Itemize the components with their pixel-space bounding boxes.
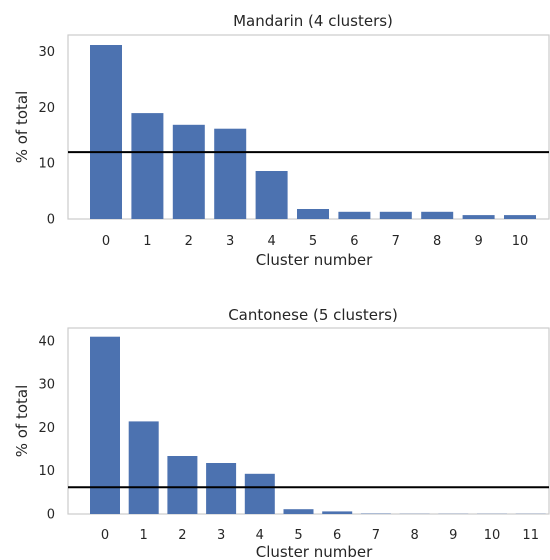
bar-group	[90, 45, 536, 219]
y-tick-label: 10	[38, 464, 55, 479]
bar	[297, 209, 329, 219]
x-tick-label: 10	[512, 234, 529, 249]
x-tick-label: 7	[372, 528, 380, 543]
bar	[421, 211, 454, 219]
x-tick-label: 4	[256, 528, 264, 543]
x-tick-label: 9	[449, 528, 457, 543]
x-tick-label: 1	[143, 234, 151, 249]
y-tick-label: 0	[47, 213, 55, 228]
bar	[462, 215, 495, 219]
x-tick-labels: 0 1 2 3 4 5 6 7 8 9 10	[102, 234, 528, 249]
bar	[214, 128, 247, 219]
x-tick-label: 3	[226, 234, 234, 249]
bar	[379, 211, 412, 219]
bar	[167, 456, 198, 514]
x-tick-label: 11	[522, 528, 539, 543]
bar-group	[90, 336, 546, 514]
bar	[504, 215, 536, 219]
bar	[206, 463, 237, 514]
bar	[172, 124, 205, 219]
y-tick-label: 0	[47, 508, 55, 523]
x-tick-label: 3	[217, 528, 225, 543]
bar	[338, 211, 371, 219]
x-tick-label: 7	[392, 234, 400, 249]
y-tick-label: 40	[38, 335, 55, 350]
y-tick-label: 30	[38, 378, 55, 393]
x-tick-label: 1	[140, 528, 148, 543]
chart-title: Mandarin (4 clusters)	[233, 12, 393, 30]
y-tick-label: 10	[38, 157, 55, 172]
x-tick-label: 2	[185, 234, 193, 249]
chart-title: Cantonese (5 clusters)	[228, 306, 398, 324]
mandarin-chart: Mandarin (4 clusters) 0 10 20 30 0 1 2 3 4 5 6 7 8 9…	[13, 12, 550, 269]
x-tick-label: 2	[178, 528, 186, 543]
bar	[90, 336, 120, 514]
x-tick-label: 0	[102, 234, 110, 249]
bar	[322, 511, 353, 514]
y-tick-label: 20	[38, 421, 55, 436]
x-tick-label: 8	[433, 234, 441, 249]
cantonese-chart: Cantonese (5 clusters) 0 10 20 30 40 0 1 2 3 4 5 6…	[13, 306, 550, 560]
x-tick-label: 10	[484, 528, 501, 543]
x-tick-label: 8	[410, 528, 418, 543]
bar	[283, 509, 314, 514]
x-tick-label: 6	[333, 528, 341, 543]
x-tick-label: 5	[309, 234, 317, 249]
bar	[90, 45, 122, 219]
bar	[255, 171, 288, 219]
y-tick-labels: 0 10 20 30 40	[38, 335, 55, 523]
x-tick-label: 6	[350, 234, 358, 249]
x-tick-label: 4	[267, 234, 275, 249]
x-tick-label: 0	[101, 528, 109, 543]
x-axis-label: Cluster number	[256, 251, 373, 269]
x-tick-label: 9	[474, 234, 482, 249]
bar	[128, 421, 159, 514]
y-tick-label: 30	[38, 45, 55, 60]
x-axis-label: Cluster number	[256, 543, 373, 560]
bar	[131, 113, 164, 219]
y-tick-labels: 0 10 20 30	[38, 45, 55, 227]
y-axis-label: % of total	[13, 385, 31, 458]
x-tick-label: 5	[294, 528, 302, 543]
bar	[244, 473, 275, 514]
y-axis-label: % of total	[13, 91, 31, 164]
y-tick-label: 20	[38, 101, 55, 116]
x-tick-labels: 0 1 2 3 4 5 6 7 8 9 10 11	[101, 528, 539, 543]
